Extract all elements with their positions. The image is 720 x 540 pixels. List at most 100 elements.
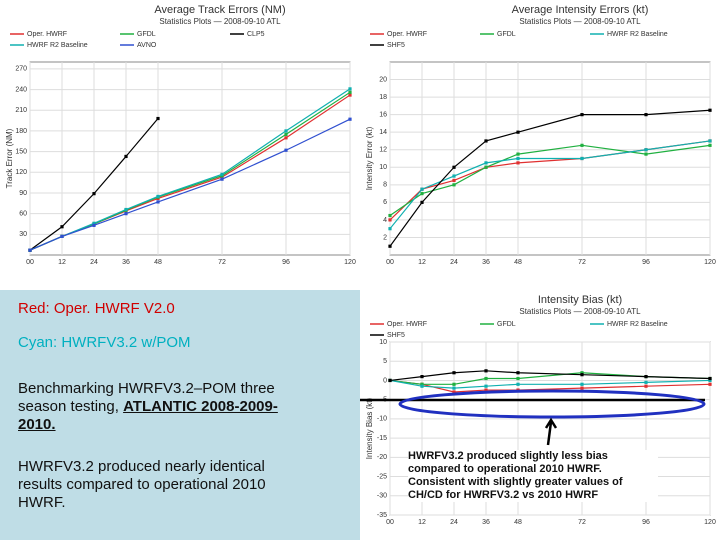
y-tick-label: -20 bbox=[377, 454, 387, 461]
series-line bbox=[390, 379, 710, 389]
x-tick-label: 36 bbox=[122, 259, 130, 266]
series-point bbox=[484, 139, 488, 143]
series-point bbox=[348, 117, 352, 121]
series-point bbox=[580, 156, 584, 161]
series-point bbox=[580, 143, 584, 147]
y-tick-label: 120 bbox=[15, 169, 27, 176]
x-tick-label: 00 bbox=[386, 519, 394, 526]
series-point bbox=[388, 218, 392, 222]
series-point bbox=[644, 384, 648, 388]
x-tick-label: 72 bbox=[578, 519, 586, 526]
series-point bbox=[516, 156, 520, 161]
text-panel: Red: Oper. HWRF V2.0 Cyan: HWRFV3.2 w/PO… bbox=[0, 290, 360, 540]
x-tick-label: 00 bbox=[386, 259, 394, 266]
series-point bbox=[220, 177, 224, 181]
benchmark: Benchmarking HWRFV3.2–POM three season t… bbox=[18, 380, 288, 434]
series-point bbox=[124, 212, 128, 216]
series-point bbox=[124, 154, 128, 159]
series-point bbox=[452, 165, 456, 169]
series-point bbox=[516, 152, 520, 156]
series-point bbox=[516, 161, 520, 165]
y-tick-label: 14 bbox=[379, 129, 387, 136]
y-tick-label: 150 bbox=[15, 148, 27, 155]
series-point bbox=[484, 384, 488, 388]
benchmark-emph: ATLANTIC 2008-2009-2010. bbox=[18, 398, 278, 433]
series-point bbox=[644, 148, 648, 152]
series-point bbox=[156, 200, 160, 204]
legend-label: CLP5 bbox=[247, 31, 265, 38]
series-point bbox=[348, 93, 352, 97]
series-point bbox=[220, 172, 224, 176]
legend-label: GFDL bbox=[497, 31, 516, 38]
series-point bbox=[708, 378, 712, 383]
series-point bbox=[708, 139, 712, 143]
legend-label: AVNO bbox=[137, 42, 157, 49]
series-point bbox=[348, 90, 352, 94]
x-tick-label: 120 bbox=[344, 259, 356, 266]
series-point bbox=[388, 227, 392, 231]
series-point bbox=[580, 382, 584, 386]
chart-title: Average Track Errors (NM) bbox=[154, 4, 285, 16]
y-tick-label: 16 bbox=[379, 111, 387, 118]
legend-label: HWRF R2 Baseline bbox=[27, 42, 88, 49]
y-tick-label: 60 bbox=[19, 210, 27, 217]
series-point bbox=[92, 192, 96, 196]
x-tick-label: 36 bbox=[482, 259, 490, 266]
series-point bbox=[516, 130, 520, 134]
series-point bbox=[644, 152, 648, 156]
legend-label: Oper. HWRF bbox=[387, 31, 427, 38]
series-point bbox=[420, 375, 424, 379]
series-point bbox=[420, 384, 424, 388]
series-point bbox=[388, 378, 392, 383]
legend-label: GFDL bbox=[497, 321, 516, 328]
y-tick-label: 20 bbox=[379, 76, 387, 83]
series-point bbox=[284, 132, 288, 136]
x-tick-label: 96 bbox=[642, 519, 650, 526]
y-tick-label: -15 bbox=[377, 435, 387, 442]
series-point bbox=[644, 375, 648, 379]
x-tick-label: 96 bbox=[642, 259, 650, 266]
series-point bbox=[452, 390, 456, 394]
y-tick-label: -30 bbox=[377, 493, 387, 500]
series-point bbox=[284, 148, 288, 152]
chart-title: Intensity Bias (kt) bbox=[538, 294, 622, 306]
series-point bbox=[388, 213, 392, 218]
y-tick-label: 30 bbox=[19, 231, 27, 238]
chart-subtitle: Statistics Plots — 2008-09-10 ATL bbox=[519, 17, 641, 26]
benchmark-text: Benchmarking HWRFV3.2–POM three season t… bbox=[18, 380, 275, 415]
series-point bbox=[420, 200, 424, 204]
series-point bbox=[284, 129, 288, 133]
y-tick-label: 180 bbox=[15, 128, 27, 135]
series-line bbox=[390, 379, 710, 393]
series-point bbox=[580, 386, 584, 390]
series-line bbox=[30, 118, 350, 251]
x-tick-label: 120 bbox=[704, 259, 716, 266]
legend-label: GFDL bbox=[137, 31, 156, 38]
series-point bbox=[484, 161, 488, 165]
summary: HWRFV3.2 produced nearly identical resul… bbox=[18, 458, 266, 511]
x-tick-label: 12 bbox=[418, 259, 426, 266]
series-point bbox=[708, 143, 712, 147]
series-point bbox=[60, 225, 64, 229]
x-tick-label: 24 bbox=[90, 259, 98, 266]
y-axis-label: Intensity Error (kt) bbox=[365, 126, 374, 190]
y-tick-label: -35 bbox=[377, 512, 387, 519]
series-line bbox=[390, 140, 710, 230]
x-tick-label: 36 bbox=[482, 519, 490, 526]
series-point bbox=[284, 136, 288, 140]
series-line bbox=[390, 109, 710, 247]
legend-red: Red: Oper. HWRF V2.0 bbox=[18, 300, 175, 317]
series-point bbox=[156, 194, 160, 199]
y-tick-label: -10 bbox=[377, 416, 387, 423]
highlight-ellipse bbox=[398, 389, 706, 419]
series-point bbox=[580, 371, 584, 375]
legend-label: HWRF R2 Baseline bbox=[607, 31, 668, 38]
y-tick-label: 10 bbox=[379, 339, 387, 346]
x-tick-label: 24 bbox=[450, 259, 458, 266]
y-tick-label: 6 bbox=[383, 199, 387, 206]
series-point bbox=[452, 178, 456, 183]
series-point bbox=[516, 371, 520, 375]
chart-title: Average Intensity Errors (kt) bbox=[512, 4, 649, 16]
x-tick-label: 48 bbox=[154, 259, 162, 266]
